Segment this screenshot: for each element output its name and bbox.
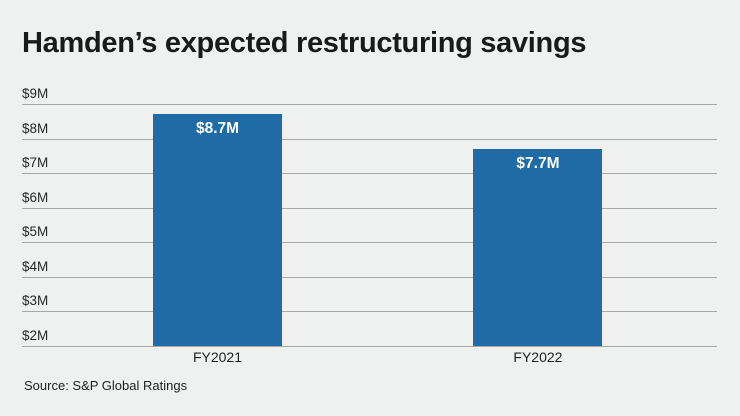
plot-area: $9M $8M $7M $6M $5M $4M $3M $2M $8.7M FY2021 $7.7M… bbox=[22, 87, 717, 364]
y-axis-tick-label: $8M bbox=[22, 120, 49, 136]
y-axis-tick-label: $7M bbox=[22, 155, 49, 171]
y-axis-tick-label: $3M bbox=[22, 293, 49, 309]
x-axis-category-label: FY2021 bbox=[192, 349, 243, 365]
y-axis-tick-label: $5M bbox=[22, 224, 49, 240]
y-axis-tick-label: $9M bbox=[22, 86, 49, 101]
bar-value-label: $8.7M bbox=[195, 120, 240, 138]
chart-title: Hamden’s expected restructuring savings bbox=[22, 27, 587, 59]
gridline bbox=[22, 173, 717, 175]
gridline bbox=[22, 207, 717, 209]
x-axis-category-label: FY2022 bbox=[513, 349, 563, 365]
y-axis-tick-label: $2M bbox=[22, 328, 49, 343]
source-attribution: Source: S&P Global Ratings bbox=[24, 378, 188, 393]
gridline bbox=[22, 138, 717, 140]
gridline bbox=[22, 346, 717, 347]
bar-fy2022: $7.7M bbox=[473, 148, 603, 346]
gridline bbox=[22, 242, 717, 244]
bar-value-label: $7.7M bbox=[516, 154, 560, 172]
gridline bbox=[22, 311, 717, 313]
gridline bbox=[22, 104, 717, 105]
gridline bbox=[22, 276, 717, 278]
bar-fy2021: $8.7M bbox=[153, 114, 282, 346]
y-axis-tick-label: $6M bbox=[22, 189, 49, 205]
y-axis-tick-label: $4M bbox=[22, 258, 49, 274]
